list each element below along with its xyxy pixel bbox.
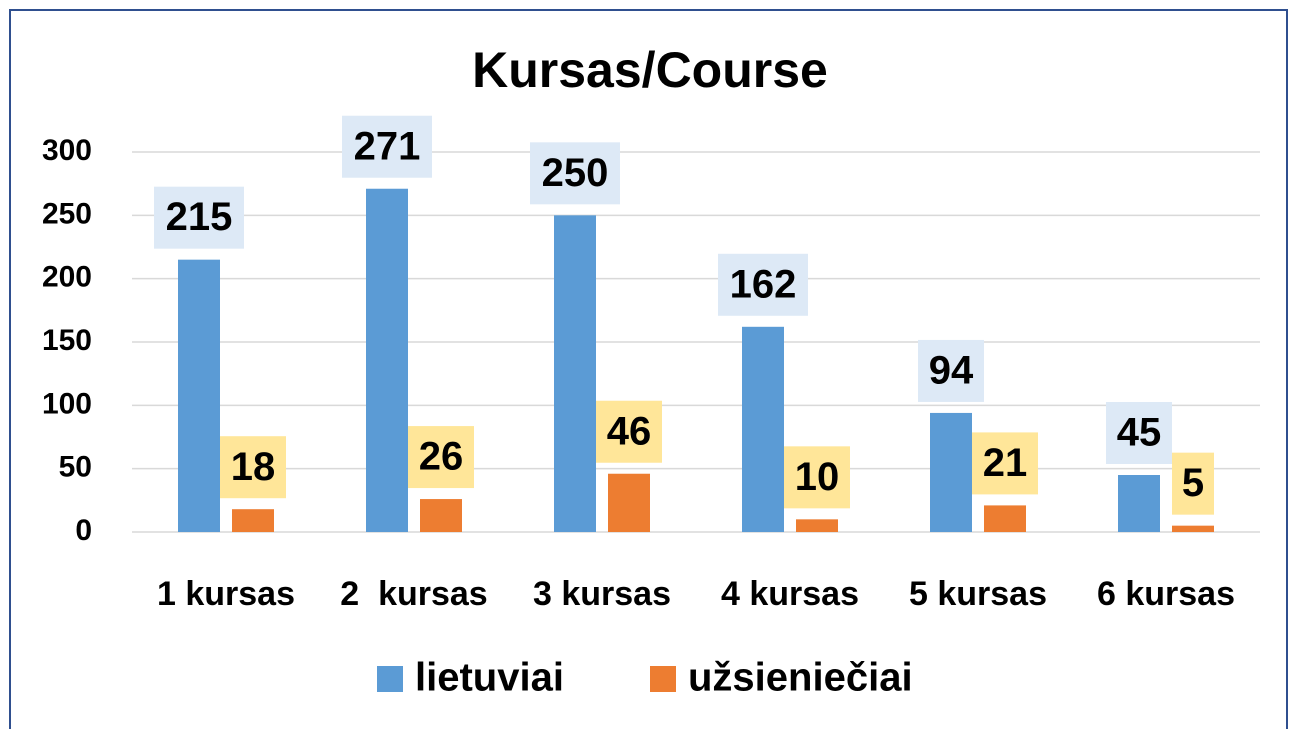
data-label: 26	[419, 435, 464, 479]
bar	[420, 499, 462, 532]
data-label: 5	[1182, 461, 1204, 505]
bar	[1172, 525, 1214, 532]
data-label-box	[342, 115, 432, 178]
data-label-box	[530, 142, 620, 205]
data-label-box	[972, 432, 1038, 495]
data-label: 250	[542, 151, 609, 195]
data-label: 10	[795, 455, 840, 499]
data-label-box	[154, 186, 244, 249]
legend-label: lietuviai	[415, 656, 564, 700]
data-label-box	[1106, 402, 1172, 464]
data-label-box	[718, 253, 808, 316]
bar	[1118, 475, 1160, 532]
bar	[366, 188, 408, 532]
legend-swatch	[377, 666, 403, 692]
y-tick-label: 50	[59, 451, 92, 484]
bar	[930, 412, 972, 532]
data-label-box	[220, 436, 286, 499]
y-tick-label: 200	[42, 261, 92, 294]
legend-label: užsieniečiai	[688, 656, 913, 700]
x-tick-label: 5 kursas	[909, 575, 1047, 613]
data-label: 21	[983, 441, 1028, 485]
bar	[554, 215, 596, 533]
data-label: 162	[730, 262, 797, 306]
data-label-box	[596, 400, 662, 463]
data-label: 271	[354, 124, 421, 168]
data-label: 94	[929, 348, 974, 392]
x-tick-label: 6 kursas	[1097, 575, 1235, 613]
chart-title: Kursas/Course	[472, 42, 828, 98]
bar	[742, 326, 784, 532]
bar	[178, 259, 220, 532]
data-label-box	[918, 339, 984, 402]
data-label: 46	[607, 409, 652, 453]
chart-border	[9, 9, 1288, 729]
x-tick-label: 4 kursas	[721, 575, 859, 613]
data-label: 215	[166, 195, 233, 239]
data-label-box	[408, 426, 474, 489]
bar	[984, 505, 1026, 532]
bar	[608, 473, 650, 532]
bar	[232, 509, 274, 532]
y-tick-label: 300	[42, 134, 92, 167]
x-tick-label: 3 kursas	[533, 575, 671, 613]
x-tick-label: 1 kursas	[157, 575, 295, 613]
data-label-box	[784, 446, 850, 509]
x-tick-label: 2 kursas	[340, 575, 487, 613]
bar	[796, 519, 838, 532]
y-tick-label: 0	[75, 514, 92, 547]
legend-swatch	[650, 666, 676, 692]
data-label: 45	[1117, 411, 1162, 455]
data-label: 18	[231, 445, 276, 489]
data-label-box	[1172, 452, 1214, 515]
y-tick-label: 100	[42, 387, 92, 420]
y-tick-label: 150	[42, 324, 92, 357]
y-tick-label: 250	[42, 197, 92, 230]
